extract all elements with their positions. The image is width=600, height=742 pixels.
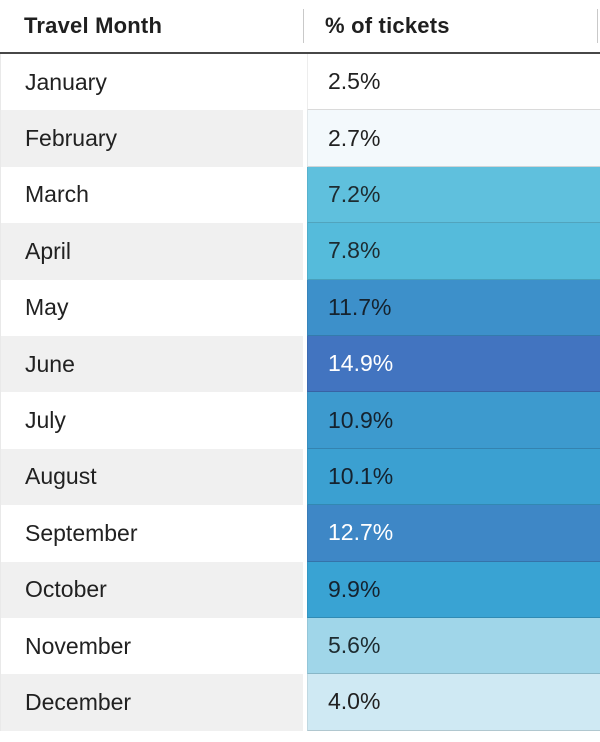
table-row: January 2.5%: [0, 54, 600, 111]
month-cell: March: [0, 166, 303, 224]
header-percent-of-tickets[interactable]: % of tickets: [325, 13, 450, 38]
value-cell: 11.7%: [307, 279, 600, 336]
month-cell: August: [0, 448, 303, 506]
month-cell: May: [0, 279, 303, 336]
column-gap: [303, 279, 307, 336]
column-gap: [303, 561, 307, 618]
value-cell: 14.9%: [307, 335, 600, 393]
month-cell: January: [0, 54, 303, 111]
value-cell: 9.9%: [307, 561, 600, 618]
value-cell: 7.2%: [307, 166, 600, 224]
column-gap: [303, 617, 307, 675]
month-cell: November: [0, 617, 303, 675]
month-cell: October: [0, 561, 303, 618]
month-cell: April: [0, 223, 303, 280]
value-cell: 7.8%: [307, 223, 600, 280]
table-row: October 9.9%: [0, 561, 600, 618]
table-row: June 14.9%: [0, 335, 600, 393]
table-row: September 12.7%: [0, 505, 600, 562]
value-cell: 2.7%: [307, 110, 600, 167]
table-row: August 10.1%: [0, 448, 600, 506]
month-cell: June: [0, 335, 303, 393]
month-cell: July: [0, 392, 303, 449]
value-cell: 10.9%: [307, 392, 600, 449]
table-row: March 7.2%: [0, 166, 600, 224]
column-divider-right: [597, 9, 598, 43]
table-row: April 7.8%: [0, 223, 600, 280]
table-row: July 10.9%: [0, 392, 600, 449]
value-cell: 4.0%: [307, 674, 600, 731]
table-row: May 11.7%: [0, 279, 600, 336]
column-gap: [303, 448, 307, 506]
value-cell: 10.1%: [307, 448, 600, 506]
month-cell: February: [0, 110, 303, 167]
header-travel-month[interactable]: Travel Month: [24, 13, 163, 38]
value-cell: 12.7%: [307, 505, 600, 562]
table-row: December 4.0%: [0, 674, 600, 731]
table-row: February 2.7%: [0, 110, 600, 167]
column-gap: [303, 110, 307, 167]
value-cell: 5.6%: [307, 617, 600, 675]
column-divider: [303, 9, 304, 43]
table-body: January 2.5% February 2.7% March 7.2% Ap…: [0, 54, 600, 731]
column-gap: [303, 392, 307, 449]
column-gap: [303, 54, 307, 111]
column-gap: [303, 335, 307, 393]
month-cell: December: [0, 674, 303, 731]
table-header-row: Travel Month % of tickets: [0, 0, 600, 54]
table-row: November 5.6%: [0, 617, 600, 675]
column-gap: [303, 223, 307, 280]
value-cell: 2.5%: [307, 54, 600, 111]
column-gap: [303, 505, 307, 562]
column-gap: [303, 166, 307, 224]
column-gap: [303, 674, 307, 731]
month-cell: September: [0, 505, 303, 562]
